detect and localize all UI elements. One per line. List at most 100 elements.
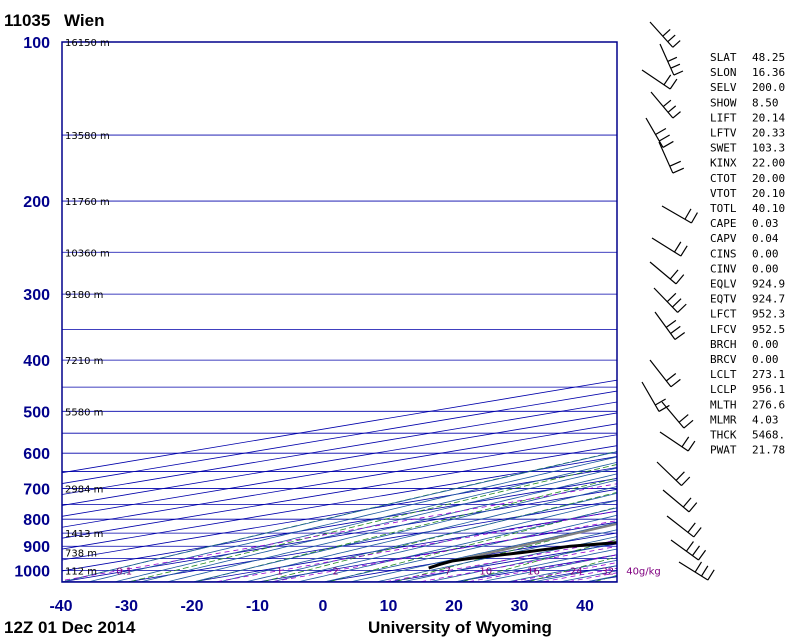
dry-adiabat-line: [196, 477, 617, 582]
isotherm-line: [62, 445, 617, 539]
pressure-tick-label: 100: [23, 35, 50, 52]
index-name: SWET: [710, 142, 737, 155]
isotherm-line: [62, 467, 617, 561]
height-label: 13580 m: [65, 131, 110, 142]
wind-barb-staff: [649, 261, 677, 285]
pressure-tick-label: 900: [23, 539, 50, 556]
wind-barb-feather: [688, 502, 698, 513]
index-name: CINV: [710, 262, 737, 275]
wind-barb-feather: [672, 40, 681, 48]
pressure-tick-label: 800: [23, 512, 50, 529]
isotherm-line: [62, 379, 617, 474]
height-label: 1413 m: [65, 529, 103, 540]
wind-barb-staff: [661, 205, 692, 224]
index-value: 0.00: [752, 338, 779, 351]
index-name: BRCV: [710, 353, 737, 366]
dry-adiabat-line: [63, 450, 617, 582]
mixing-ratio-label: 24: [570, 566, 583, 577]
sounding-date: 12Z 01 Dec 2014: [4, 618, 136, 637]
wind-barb-feather: [666, 292, 677, 303]
index-name: LCLT: [710, 368, 737, 381]
index-value: 20.14: [752, 111, 785, 124]
temperature-line: [428, 541, 617, 570]
moist-adiabat-line: [377, 529, 617, 582]
index-name: SELV: [710, 81, 737, 94]
height-label: 112 m: [65, 566, 97, 577]
moist-adiabat-line: [168, 473, 617, 582]
mixing-ratio-label: 32: [601, 566, 614, 577]
isotherm-line: [62, 456, 617, 550]
wind-barb-feather: [683, 419, 694, 429]
index-name: BRCH: [710, 338, 737, 351]
wind-barb-feather: [665, 319, 677, 328]
stability-indices-table: SLAT 48.25 SLON 16.36 SELV 200.0 SHOW 8.50 LIFT 2…: [710, 51, 785, 457]
wind-barb-staff: [659, 431, 689, 452]
wind-barb-feather: [665, 373, 677, 382]
wind-barb-feather: [672, 111, 681, 119]
index-name: KINX: [710, 157, 737, 170]
wind-barb-feather: [675, 471, 685, 481]
index-value: 20.33: [752, 127, 785, 140]
wind-barb-feather: [707, 569, 715, 581]
wind-barb-staff: [654, 311, 676, 340]
moist-adiabat-line: [246, 492, 617, 582]
moist-adiabat-line: [89, 456, 617, 582]
index-name: MLMR: [710, 413, 737, 426]
pressure-tick-label: 600: [23, 446, 50, 463]
index-name: CAPE: [710, 217, 737, 230]
data-source: University of Wyoming: [368, 618, 552, 637]
wind-barbs: [641, 21, 715, 581]
wind-barb-staff: [661, 401, 685, 429]
wind-barb-staff: [670, 539, 699, 561]
temperature-profile: [428, 541, 617, 570]
mixing-ratio-label: 1: [276, 566, 282, 577]
wind-barb-feather: [682, 497, 692, 508]
height-label: 9180 m: [65, 290, 103, 301]
temperature-tick-label: -10: [246, 598, 269, 615]
index-name: TOTL: [710, 202, 737, 215]
wind-barb-staff: [656, 461, 682, 487]
index-name: LFCT: [710, 308, 737, 321]
wind-barb-feather: [670, 325, 681, 334]
index-name: EQLV: [710, 278, 737, 291]
index-value: 21.78: [752, 444, 785, 457]
dry-adiabat-line: [795, 42, 800, 582]
wind-barb-feather: [687, 440, 696, 452]
wind-barb-feather: [681, 436, 690, 448]
index-name: LFTV: [710, 127, 737, 140]
wind-barb-staff: [666, 515, 695, 538]
wind-barb-staff: [645, 117, 664, 148]
index-name: PWAT: [710, 444, 737, 457]
pressure-tick-label: 300: [23, 287, 50, 304]
index-name: CAPV: [710, 232, 737, 245]
pressure-tick-label: 1000: [14, 563, 50, 580]
index-value: 200.0: [752, 81, 785, 94]
index-value: 8.50: [752, 96, 779, 109]
temperature-tick-label: 20: [445, 598, 463, 615]
wind-barb-feather: [673, 241, 682, 253]
wind-barb-feather: [658, 134, 670, 142]
isotherm-line: [62, 390, 617, 484]
mixing-ratio-label: 40g/kg: [626, 566, 661, 577]
temperature-tick-label: 40: [576, 598, 594, 615]
height-label: 7210 m: [65, 356, 103, 367]
moist-adiabat-line: [351, 522, 617, 582]
wind-barb-feather: [685, 541, 694, 552]
wind-barb-feather: [673, 70, 684, 76]
index-value: 273.1: [752, 368, 785, 381]
index-value: 16.36: [752, 66, 785, 79]
pressure-tick-label: 700: [23, 482, 50, 499]
plot-frame: [61, 41, 618, 583]
parcel-line: [428, 522, 617, 570]
dry-adiabat-line: [130, 464, 617, 582]
mixing-ratio-lines: [62, 483, 617, 582]
station-name: Wien: [64, 11, 104, 30]
height-labels: 16150 m 13580 m 11760 m 10360 m 9180 m 7210 m…: [65, 38, 110, 577]
index-name: LCLP: [710, 383, 737, 396]
wind-barb-feather: [658, 404, 670, 412]
pressure-tick-label: 200: [23, 194, 50, 211]
moist-adiabat-line: [299, 507, 617, 582]
moist-adiabat-line: [430, 542, 617, 582]
station-id: 11035: [4, 11, 50, 30]
wind-barb-feather: [654, 398, 666, 406]
